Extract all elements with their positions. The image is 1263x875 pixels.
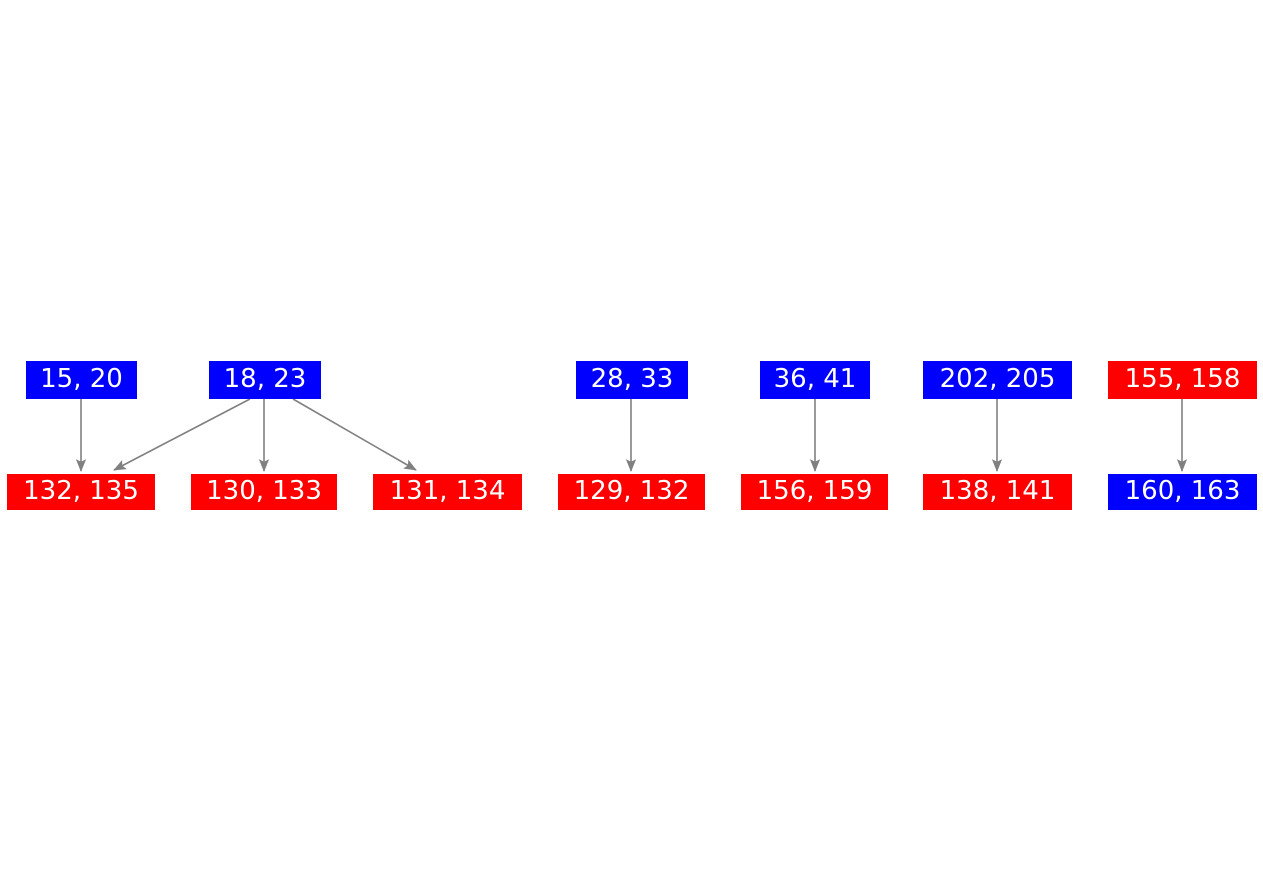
node-label: 202, 205 [939, 364, 1056, 394]
graph-node-red[interactable]: 131, 134 [373, 474, 522, 510]
graph-node-blue[interactable]: 15, 20 [26, 361, 137, 399]
node-label: 156, 159 [756, 476, 873, 506]
node-label: 160, 163 [1124, 476, 1241, 506]
graph-node-blue[interactable]: 160, 163 [1108, 474, 1257, 510]
graph-node-red[interactable]: 138, 141 [923, 474, 1072, 510]
node-label: 129, 132 [573, 476, 690, 506]
graph-node-blue[interactable]: 18, 23 [209, 361, 321, 399]
graph-node-blue[interactable]: 28, 33 [576, 361, 688, 399]
edge-arrow [113, 398, 251, 471]
node-label: 28, 33 [590, 364, 674, 394]
edge-group [75, 398, 1188, 472]
graph-node-red[interactable]: 129, 132 [558, 474, 705, 510]
edge-arrow [292, 398, 417, 471]
node-label: 138, 141 [939, 476, 1056, 506]
node-label: 36, 41 [773, 364, 857, 394]
node-label: 130, 133 [206, 476, 322, 506]
graph-node-red[interactable]: 130, 133 [191, 474, 337, 510]
graph-node-blue[interactable]: 202, 205 [923, 361, 1072, 399]
graph-node-red[interactable]: 132, 135 [7, 474, 155, 510]
node-label: 155, 158 [1124, 364, 1241, 394]
node-label: 15, 20 [40, 364, 123, 394]
node-label: 132, 135 [23, 476, 139, 506]
graph-node-red[interactable]: 155, 158 [1108, 361, 1257, 399]
graph-node-red[interactable]: 156, 159 [741, 474, 888, 510]
node-label: 131, 134 [389, 476, 506, 506]
node-label: 18, 23 [223, 364, 307, 394]
graph-node-blue[interactable]: 36, 41 [760, 361, 870, 399]
